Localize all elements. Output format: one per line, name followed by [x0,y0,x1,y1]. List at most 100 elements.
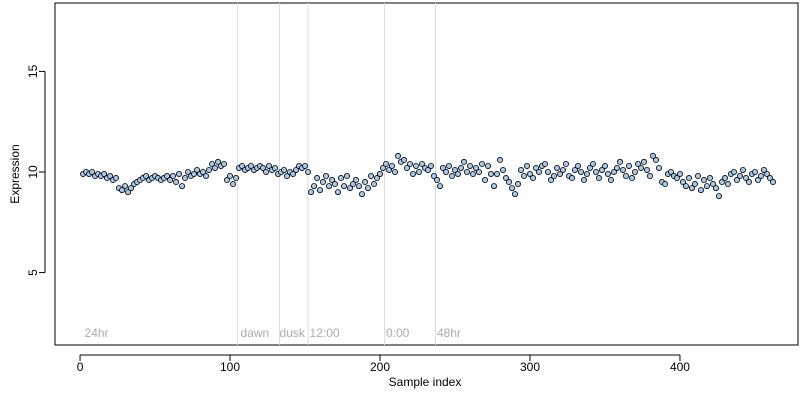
data-point [739,166,746,173]
data-point [224,177,231,184]
data-point [448,173,455,180]
data-point [607,177,614,184]
data-point [649,152,656,159]
data-point [535,168,542,175]
data-point [206,166,213,173]
data-point [185,168,192,175]
data-point [502,175,509,182]
data-point [616,158,623,165]
data-point [404,164,411,171]
data-point [472,164,479,171]
data-point [407,160,414,167]
data-point [233,175,240,182]
data-point [703,183,710,190]
data-point [302,162,309,169]
data-point [212,164,219,171]
data-point [745,179,752,186]
annotation: dusk [280,326,306,340]
data-point [281,166,288,173]
data-point [365,185,372,192]
data-point [107,173,114,180]
data-point [227,173,234,180]
data-point [272,164,279,171]
data-point [700,177,707,184]
data-point [469,170,476,177]
data-point [460,158,467,165]
y-axis-title: Expression [8,144,22,203]
data-point [625,162,632,169]
data-point [284,173,291,180]
data-point [260,164,267,171]
data-point [553,164,560,171]
data-point [239,162,246,169]
data-point [143,173,150,180]
data-point [89,168,96,175]
data-point [332,181,339,188]
data-point [511,191,518,198]
data-point [419,160,426,167]
data-point [401,156,408,163]
data-point [547,177,554,184]
data-point [200,168,207,175]
data-point [101,170,108,177]
data-point [350,181,357,188]
data-point [529,175,536,182]
data-point [526,170,533,177]
data-point [442,168,449,175]
data-point [248,162,255,169]
data-point [329,177,336,184]
data-point [661,181,668,188]
data-point [209,160,216,167]
data-point [320,179,327,186]
data-point [637,164,644,171]
data-point [757,173,764,180]
data-point [410,170,417,177]
data-point [673,175,680,182]
data-point [215,158,222,165]
data-point [424,166,431,173]
data-point [751,168,758,175]
annotation: 0:00 [386,326,410,340]
data-point [263,168,270,175]
data-point [125,189,132,196]
data-point [754,177,761,184]
annotation: dawn [241,326,270,340]
data-point [736,173,743,180]
data-point [694,173,701,180]
x-tick-label: 300 [520,360,540,374]
data-point [583,170,590,177]
data-point [508,185,515,192]
data-point [589,160,596,167]
data-point [634,160,641,167]
data-point [667,168,674,175]
data-point [439,164,446,171]
data-point [179,183,186,190]
data-point [371,181,378,188]
data-point [475,168,482,175]
data-point [523,162,530,169]
data-point [652,156,659,163]
data-point [182,175,189,182]
data-point [550,173,557,180]
data-point [487,170,494,177]
data-point [466,162,473,169]
data-point [481,177,488,184]
data-point [541,160,548,167]
data-point [463,168,470,175]
data-point [230,181,237,188]
data-point [679,179,686,186]
data-point [323,173,330,180]
data-point [389,162,396,169]
data-point [676,170,683,177]
data-point [685,175,692,182]
data-point [122,183,129,190]
x-tick-label: 0 [77,360,84,374]
data-point [293,166,300,173]
x-tick-label: 400 [670,360,690,374]
data-point [341,183,348,190]
data-point [119,187,126,194]
data-point [691,181,698,188]
data-point [505,179,512,186]
data-point [598,166,605,173]
